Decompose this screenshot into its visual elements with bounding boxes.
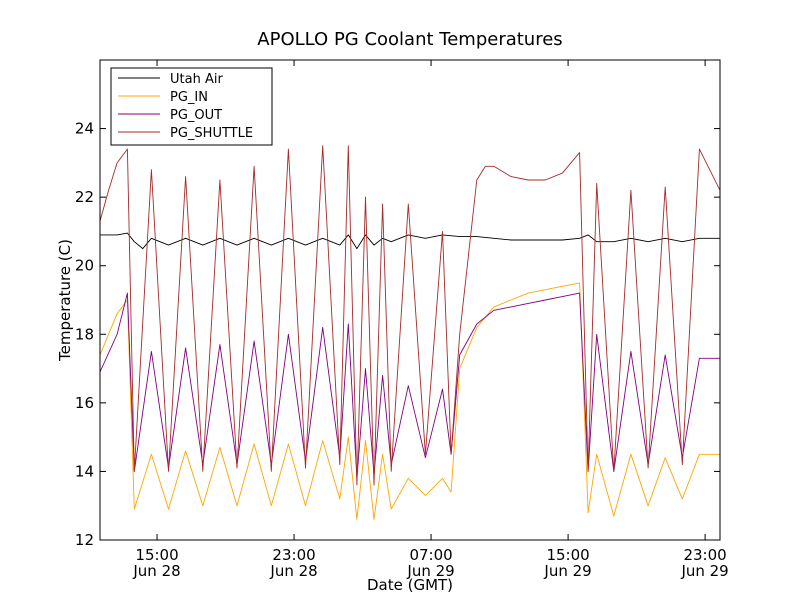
chart-title: APOLLO PG Coolant Temperatures xyxy=(257,29,562,50)
series-layer xyxy=(99,145,721,520)
y-tick-label: 22 xyxy=(75,188,94,206)
x-tick-label-date: Jun 29 xyxy=(543,562,591,580)
series-line-pg-shuttle xyxy=(99,145,721,486)
x-tick-label-date: Jun 28 xyxy=(132,562,180,580)
legend-entry-label: PG_IN xyxy=(170,90,208,105)
x-tick-label-date: Jun 29 xyxy=(680,562,728,580)
y-tick-label: 24 xyxy=(75,120,94,138)
y-axis-label: Temperature (C) xyxy=(56,239,74,362)
x-tick-label-time: 15:00 xyxy=(546,546,589,564)
y-tick-label: 20 xyxy=(75,257,94,275)
x-tick-label-time: 23:00 xyxy=(683,546,726,564)
x-axis-label: Date (GMT) xyxy=(367,576,453,594)
x-tick-label-time: 07:00 xyxy=(409,546,452,564)
x-tick-label-date: Jun 29 xyxy=(406,562,454,580)
y-tick-label: 12 xyxy=(75,531,94,549)
series-line-utah-air xyxy=(100,232,720,250)
y-tick-label: 16 xyxy=(75,394,94,412)
x-tick-label-date: Jun 28 xyxy=(269,562,317,580)
plot-frame xyxy=(99,59,721,541)
y-tick-label: 18 xyxy=(75,325,94,343)
legend-entry-label: PG_OUT xyxy=(170,108,222,123)
y-tick-label: 14 xyxy=(75,462,94,480)
x-tick-label-time: 23:00 xyxy=(272,546,315,564)
legend: Utah Air PG_IN PG_OUT PG_SHUTTLE xyxy=(110,67,273,146)
legend-entry-label: PG_SHUTTLE xyxy=(170,126,253,141)
legend-entry-label: Utah Air xyxy=(170,72,223,87)
series-line-pg-in xyxy=(99,282,720,520)
x-tick-label-time: 15:00 xyxy=(135,546,178,564)
